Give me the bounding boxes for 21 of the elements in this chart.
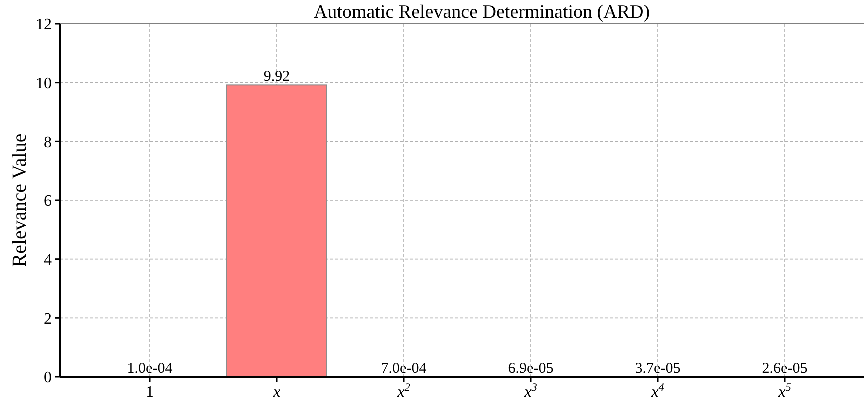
x-tick-label: 1 — [146, 384, 154, 401]
y-tick-label: 4 — [44, 252, 52, 269]
x-tick-label: x$^{5}$ — [778, 382, 792, 401]
x-tick-label: x$^{2}$ — [396, 382, 411, 401]
y-tick-label: 10 — [36, 75, 52, 92]
x-tick-label: x$^{3}$ — [524, 382, 538, 401]
y-tick-label: 12 — [36, 16, 52, 34]
data-label: 7.0e-04 — [381, 360, 428, 377]
data-label: 3.7e-05 — [635, 361, 681, 377]
data-label: 6.9e-05 — [508, 361, 554, 377]
y-axis-title: Relevance Value — [9, 134, 31, 268]
y-tick-label: 0 — [44, 370, 52, 387]
y-tick-label: 2 — [44, 310, 52, 328]
y-tick-label: 8 — [44, 134, 52, 152]
chart-title: Automatic Relevance Determination (ARD) — [314, 2, 650, 23]
data-label: 1.0e-04 — [127, 360, 174, 377]
x-tick-label: x — [272, 384, 281, 401]
y-tick-label: 6 — [44, 193, 52, 210]
data-label: 9.92 — [264, 69, 290, 86]
x-tick-label: x$^{4}$ — [650, 382, 665, 401]
data-label: 2.6e-05 — [762, 361, 808, 377]
